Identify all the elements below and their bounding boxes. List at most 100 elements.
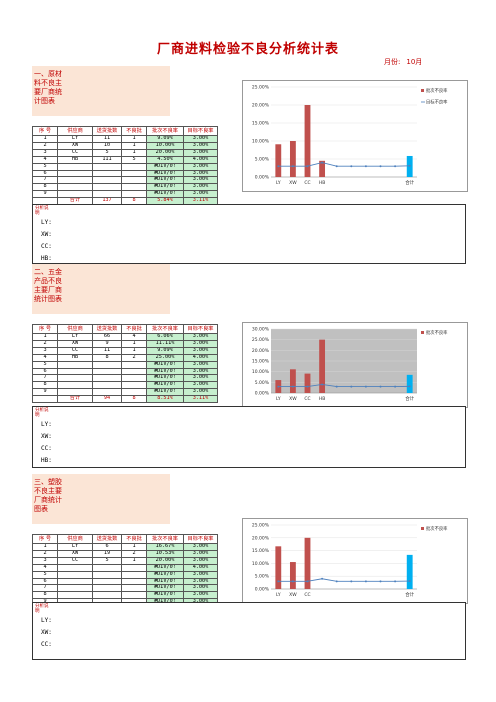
column-header: 送货批数 [92, 324, 122, 334]
table-cell: #DIV/0! [146, 570, 184, 579]
y-tick-label: 20.00% [252, 103, 270, 109]
table-cell: 3.00% [183, 190, 218, 199]
column-header: 供应商 [57, 126, 93, 136]
section-2: 二、五金产品不良主要厂商统计图表序 号供应商 送货批数 不良批 批次不良率 目标不良率 1… [32, 264, 468, 474]
table-cell: 3.00% [183, 381, 218, 390]
line-point [379, 580, 382, 583]
table-cell: 6 [32, 367, 58, 376]
table-cell: 9.09% [146, 346, 184, 355]
table-cell: 5 [92, 556, 122, 565]
table-cell: #DIV/0! [146, 176, 184, 185]
x-tick-label: XW [289, 180, 297, 186]
line-point [364, 385, 367, 388]
x-tick-label: CC [304, 180, 310, 186]
analysis-line: XW: [41, 433, 52, 440]
table-cell: 4.00% [183, 353, 218, 362]
column-header: 送货批数 [92, 126, 122, 136]
table-cell: 5 [92, 148, 122, 157]
table-row: 3 CC 5 1 20.00% 3.00% [32, 148, 218, 157]
table-cell: 3.00% [183, 176, 218, 185]
table-cell: #DIV/0! [146, 162, 184, 171]
y-tick-label: 0.00% [255, 587, 270, 593]
legend-label: 批次不良率 [426, 525, 448, 532]
table-row: 6 #DIV/0! 3.00% [32, 577, 218, 586]
section-title: 一、原材料不良主要厂商统计图表 [34, 70, 62, 105]
table-cell: #DIV/0! [146, 367, 184, 376]
table-cell: 4.00% [183, 155, 218, 164]
table-cell: 6 [32, 577, 58, 586]
table-row: 2 XW 10 1 10.00% 3.00% [32, 141, 218, 150]
analysis-line: CC: [41, 445, 52, 452]
analysis-line: LY: [41, 421, 52, 428]
table-row: 7 #DIV/0! 3.00% [32, 374, 218, 383]
table-cell: CC [57, 346, 93, 355]
table-cell [57, 381, 93, 390]
table-row: 5 #DIV/0! 3.00% [32, 570, 218, 579]
table-cell [57, 563, 93, 572]
line-point [321, 161, 324, 164]
analysis-box: 分析说明 LY: XW: CC: [32, 602, 466, 660]
table-cell: 3.00% [183, 374, 218, 383]
line-point [306, 385, 309, 388]
table-row: 3 CC 5 1 20.00% 3.00% [32, 556, 218, 565]
table-cell: #DIV/0! [146, 591, 184, 600]
table-cell: 20.00% [146, 556, 184, 565]
chart-svg: 0.00% 5.00% 10.00% 15.00% 20.00% 25.00% LY XW CC… [252, 523, 448, 599]
table-cell [121, 162, 147, 171]
line-point [321, 383, 324, 386]
legend-swatch [421, 331, 424, 334]
table-cell [57, 577, 93, 586]
line-point [364, 580, 367, 583]
line-point [291, 385, 294, 388]
section-header: 一、原材料不良主要厂商统计图表 [32, 66, 170, 116]
table-row: 7 #DIV/0! 3.00% [32, 584, 218, 593]
table-cell: 6 [32, 169, 58, 178]
table-cell [57, 570, 93, 579]
bar [275, 546, 282, 589]
table-row: 5 #DIV/0! 3.00% [32, 360, 218, 369]
line-point [408, 164, 411, 167]
y-tick-label: 20.00% [252, 348, 270, 354]
analysis-line: CC: [41, 641, 52, 648]
x-tick-label: LY [276, 592, 281, 598]
y-tick-label: 5.00% [255, 574, 270, 580]
table-cell: 3.00% [183, 549, 218, 558]
table-cell: 3.00% [183, 183, 218, 192]
analysis-line: XW: [41, 231, 52, 238]
line-point [408, 385, 411, 388]
table-cell [57, 591, 93, 600]
table-cell: CC [57, 556, 93, 565]
table-cell: 3.00% [183, 543, 218, 551]
y-tick-label: 10.00% [252, 561, 270, 567]
table-cell: 7 [32, 584, 58, 593]
line-point [394, 580, 397, 583]
table-cell: 3.00% [183, 388, 218, 397]
table-cell [92, 190, 122, 199]
total-cell: 8.51% [146, 395, 184, 404]
table-cell [121, 388, 147, 397]
table-cell: 1 [121, 339, 147, 348]
table-cell [92, 162, 122, 171]
section-header: 三、塑胶不良主要厂商统计图表 [32, 474, 170, 524]
x-tick-label: HB [319, 396, 325, 402]
table-cell [57, 374, 93, 383]
column-header: 送货批数 [92, 534, 122, 544]
table-cell: #DIV/0! [146, 360, 184, 369]
table-cell: 1 [121, 543, 147, 551]
table-cell [92, 176, 122, 185]
table-cell: 1 [121, 148, 147, 157]
column-header: 序 号 [32, 324, 58, 334]
stats-table: 序 号供应商 送货批数 不良批 批次不良率 目标不良率 1 LY 11 1 9.09% 3.00% 2… [32, 126, 218, 206]
line-point [379, 165, 382, 168]
table-cell: #DIV/0! [146, 577, 184, 586]
y-tick-label: 15.00% [252, 548, 270, 554]
table-cell [121, 367, 147, 376]
x-tick-label: 合计 [405, 179, 414, 186]
line-point [321, 577, 324, 580]
table-cell: 3 [32, 556, 58, 565]
line-point [394, 385, 397, 388]
legend-swatch [421, 527, 424, 530]
bar [406, 374, 413, 393]
bar [319, 339, 326, 393]
table-cell: HB [57, 155, 93, 164]
